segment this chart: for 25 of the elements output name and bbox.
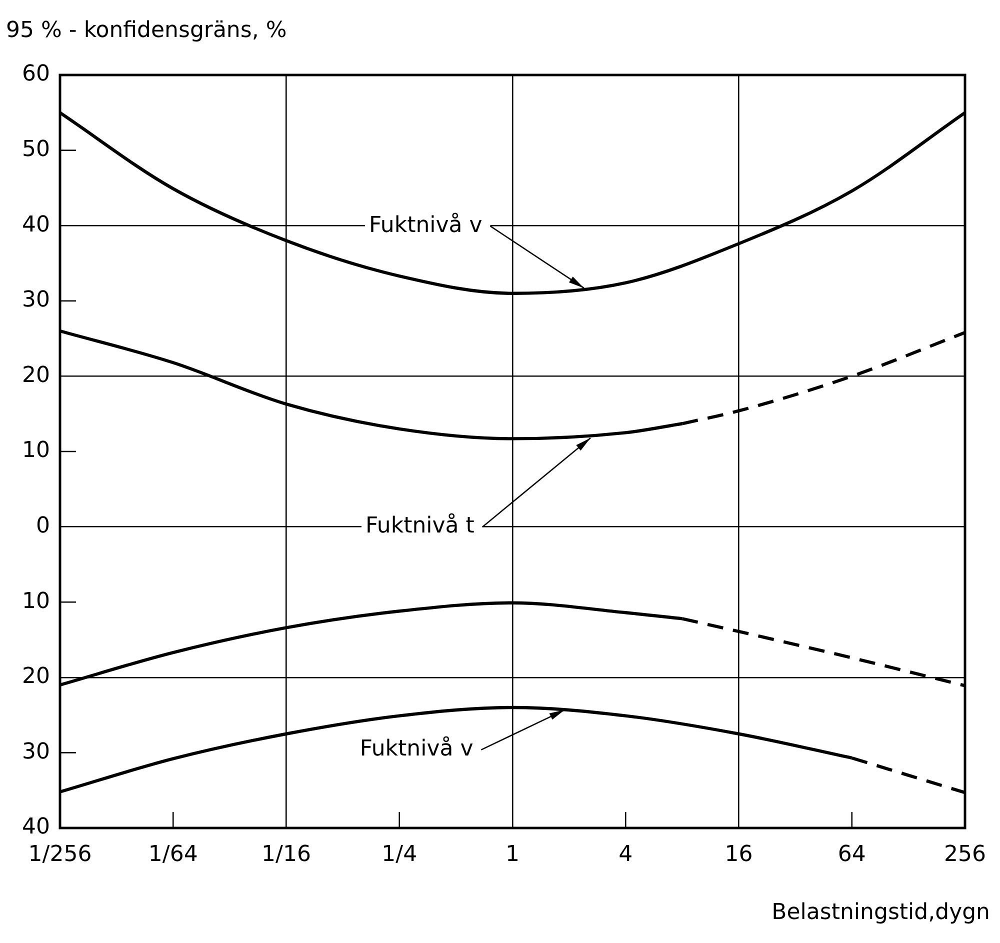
y-tick-label: 30 (22, 739, 50, 764)
x-tick-label: 1/64 (148, 842, 198, 867)
x-axis-title: Belastningstid,dygn (772, 900, 990, 925)
y-tick-label: 40 (22, 814, 50, 840)
y-tick-label: 0 (36, 514, 50, 539)
annotation: Fuktnivå v (360, 736, 474, 762)
y-tick-label: 10 (22, 588, 50, 614)
y-tick-label: 50 (22, 137, 50, 162)
y-axis-title: 95 % - konfidensgräns, % (6, 18, 287, 43)
x-tick-label: 1/16 (262, 842, 311, 867)
y-tick-label: 40 (22, 212, 50, 238)
x-tick-label: 1/256 (28, 842, 92, 867)
annotation: Fuktnivå t (365, 512, 475, 539)
y-tick-label: 30 (22, 288, 50, 313)
x-tick-label: 1 (506, 842, 520, 867)
x-tick-label: 256 (944, 842, 986, 867)
x-tick-label: 1/4 (382, 842, 418, 867)
x-tick-label: 4 (618, 842, 633, 867)
x-tick-label: 64 (838, 842, 866, 867)
y-tick-label: 60 (22, 62, 50, 87)
y-tick-label: 10 (22, 438, 50, 464)
annotation: Fuktnivå v (368, 212, 482, 238)
y-tick-label: 20 (22, 362, 50, 388)
y-tick-label: 20 (22, 664, 50, 690)
x-tick-label: 16 (724, 842, 753, 867)
